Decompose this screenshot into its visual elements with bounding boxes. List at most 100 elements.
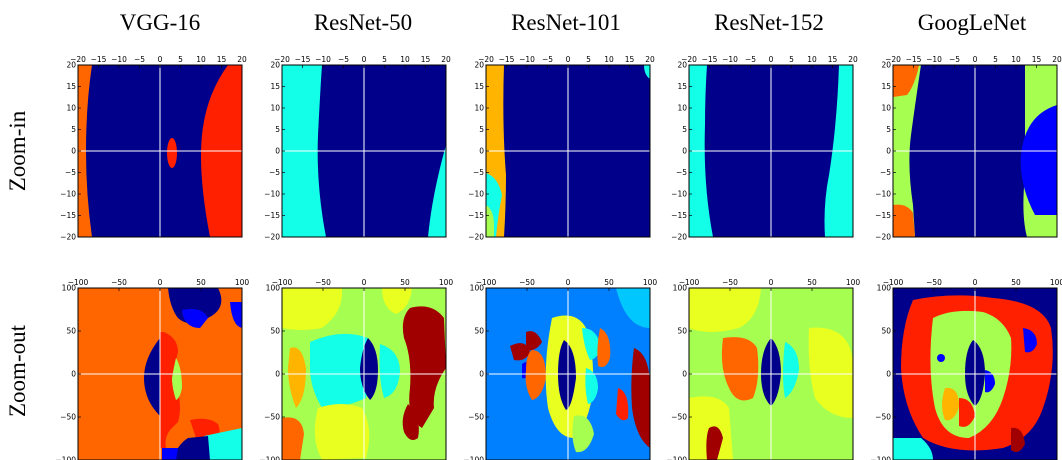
y-tick-label: 50 — [474, 327, 484, 336]
decision-region — [168, 288, 222, 323]
decision-region — [526, 331, 542, 351]
x-tick-label: 100 — [235, 278, 250, 287]
x-tick-label: 50 — [1011, 278, 1021, 287]
panel-frame — [688, 287, 854, 460]
x-tick-label: −10 — [111, 55, 127, 64]
row-label-zoom-in: Zoom-in — [5, 110, 30, 192]
x-tick-label: 0 — [566, 55, 571, 64]
x-tick-label: −5 — [542, 55, 553, 64]
y-tick-label: 0 — [71, 370, 76, 379]
column-title-googlenet: GoogLeNet — [917, 10, 1027, 35]
decision-region — [783, 342, 799, 398]
x-tick-label: −100 — [68, 278, 89, 287]
x-tick-label: −15 — [702, 55, 718, 64]
y-tick-label: 15 — [66, 82, 76, 91]
decision-region — [558, 340, 576, 410]
decision-region — [314, 404, 370, 460]
y-tick-label: −50 — [264, 413, 280, 422]
x-tick-label: 15 — [421, 55, 431, 64]
x-tick-label: −5 — [745, 55, 756, 64]
x-tick-label: −20 — [70, 55, 86, 64]
x-tick-label: 5 — [993, 55, 998, 64]
y-tick-label: 15 — [677, 82, 687, 91]
y-tick-label: −15 — [60, 211, 76, 220]
decision-region — [808, 327, 853, 418]
decision-region — [310, 333, 370, 408]
decision-region — [144, 338, 160, 416]
x-tick-label: −15 — [91, 55, 107, 64]
column-title-resnet101: ResNet-101 — [511, 10, 621, 35]
x-tick-label: −5 — [338, 55, 349, 64]
decision-region — [942, 387, 959, 421]
decision-region — [937, 354, 945, 362]
x-tick-label: 20 — [645, 55, 655, 64]
decision-region — [204, 428, 242, 460]
x-tick-label: 20 — [441, 55, 451, 64]
x-tick-label: −50 — [926, 278, 942, 287]
y-tick-label: 5 — [479, 125, 484, 134]
x-tick-label: −100 — [679, 278, 700, 287]
panel-frame — [281, 64, 447, 238]
y-tick-label: −10 — [264, 190, 280, 199]
y-tick-label: 20 — [66, 61, 76, 70]
decision-region — [1011, 427, 1025, 452]
x-tick-label: −20 — [478, 55, 494, 64]
panel-frame — [77, 287, 243, 460]
y-tick-label: 100 — [62, 284, 77, 293]
decision-region — [402, 404, 419, 440]
x-tick-label: 0 — [973, 55, 978, 64]
y-tick-label: −100 — [666, 456, 687, 460]
decision-region — [486, 205, 494, 237]
y-tick-label: −100 — [870, 456, 891, 460]
decision-region — [616, 288, 650, 328]
x-tick-label: −10 — [722, 55, 738, 64]
y-tick-label: 15 — [474, 82, 484, 91]
x-tick-label: 100 — [643, 278, 658, 287]
x-tick-label: −10 — [519, 55, 535, 64]
y-tick-label: −10 — [60, 190, 76, 199]
decision-region — [706, 426, 723, 460]
decision-region — [959, 398, 975, 427]
column-title-resnet152: ResNet-152 — [714, 10, 824, 35]
panel-resnet101-zoom-in: −20 −15 −10 −5 0 5 10 15 20 20 15 10 5 0 −5 −10 −15 −20 — [468, 55, 655, 242]
y-tick-label: −5 — [676, 168, 687, 177]
y-tick-label: 0 — [682, 147, 687, 156]
y-tick-label: 0 — [479, 147, 484, 156]
y-tick-label: −5 — [65, 168, 76, 177]
x-tick-label: −20 — [274, 55, 290, 64]
decision-region — [162, 448, 178, 460]
panel-frame — [688, 64, 854, 238]
decision-region — [172, 358, 182, 400]
y-tick-label: 0 — [886, 147, 891, 156]
x-tick-label: 10 — [807, 55, 817, 64]
x-tick-label: 50 — [604, 278, 614, 287]
panel-googlenet-zoom-in: −20 −15 −10 −5 0 5 10 15 20 20 15 10 5 0 −5 −10 −15 −20 — [875, 55, 1062, 242]
decision-region — [167, 138, 177, 168]
panel-vgg16-zoom-out: −100 −50 0 50 100 100 50 0 −50 −100 — [55, 278, 249, 460]
y-tick-label: 10 — [66, 104, 76, 113]
x-tick-label: 10 — [1011, 55, 1021, 64]
y-tick-label: −10 — [468, 190, 484, 199]
y-tick-label: 0 — [479, 370, 484, 379]
x-tick-label: 5 — [586, 55, 591, 64]
decision-region — [893, 65, 919, 97]
x-tick-label: 20 — [1052, 55, 1062, 64]
x-tick-label: 15 — [217, 55, 227, 64]
decision-region — [616, 388, 629, 421]
decision-region — [379, 344, 400, 398]
y-tick-label: −20 — [264, 233, 280, 242]
y-tick-label: 20 — [677, 61, 687, 70]
panel-resnet152-zoom-in: −20 −15 −10 −5 0 5 10 15 20 20 15 10 5 0 −5 −10 −15 −20 — [671, 55, 858, 242]
decision-region — [985, 370, 995, 393]
y-tick-label: −50 — [60, 413, 76, 422]
decision-region — [190, 418, 220, 438]
y-tick-label: −10 — [671, 190, 687, 199]
x-tick-label: 50 — [400, 278, 410, 287]
y-tick-label: 100 — [266, 284, 281, 293]
x-tick-label: 5 — [178, 55, 183, 64]
panel-frame — [892, 64, 1058, 238]
y-tick-label: −100 — [463, 456, 484, 460]
y-tick-label: 20 — [881, 61, 891, 70]
x-tick-label: 15 — [828, 55, 838, 64]
decision-region — [230, 302, 242, 328]
